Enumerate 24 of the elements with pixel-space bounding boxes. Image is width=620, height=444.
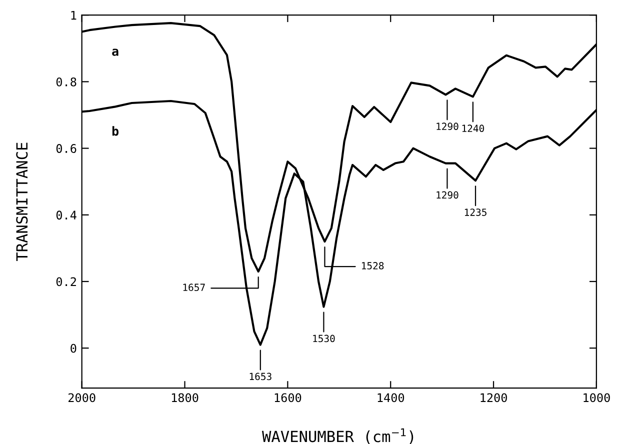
y-tick-label: 0.8 (56, 77, 76, 86)
series-label: a (112, 48, 118, 56)
y-tick-label: 0.4 (56, 210, 76, 220)
annotation: 1528 (362, 262, 384, 270)
annotation: 1653 (250, 372, 272, 380)
y-axis-title: TRANSMITTANCE (16, 142, 28, 262)
y-tick-label: 1 (71, 11, 76, 20)
y-tick-label: 0.6 (56, 144, 76, 153)
y-tick-label: 0 (70, 344, 76, 353)
annotation: 1235 (464, 208, 486, 216)
annotation: 1290 (436, 122, 458, 130)
x-tick-label: 1600 (274, 393, 302, 402)
x-axis-title: WAVENUMBER (cm$^{−1}$) (262, 428, 414, 444)
annotation: 1240 (462, 124, 484, 132)
annotation: 1290 (436, 191, 458, 199)
x-tick-label: 1000 (584, 393, 610, 402)
annotation: 1657 (183, 284, 205, 292)
y-tick-label: 0.2 (56, 277, 76, 286)
x-tick-label: 1800 (172, 393, 198, 402)
annotation: 1530 (313, 334, 335, 342)
series-label: b (112, 126, 119, 136)
x-tick-label: 1400 (378, 393, 404, 402)
x-tick-label: 1200 (480, 393, 507, 402)
x-tick-label: 2000 (68, 393, 96, 402)
